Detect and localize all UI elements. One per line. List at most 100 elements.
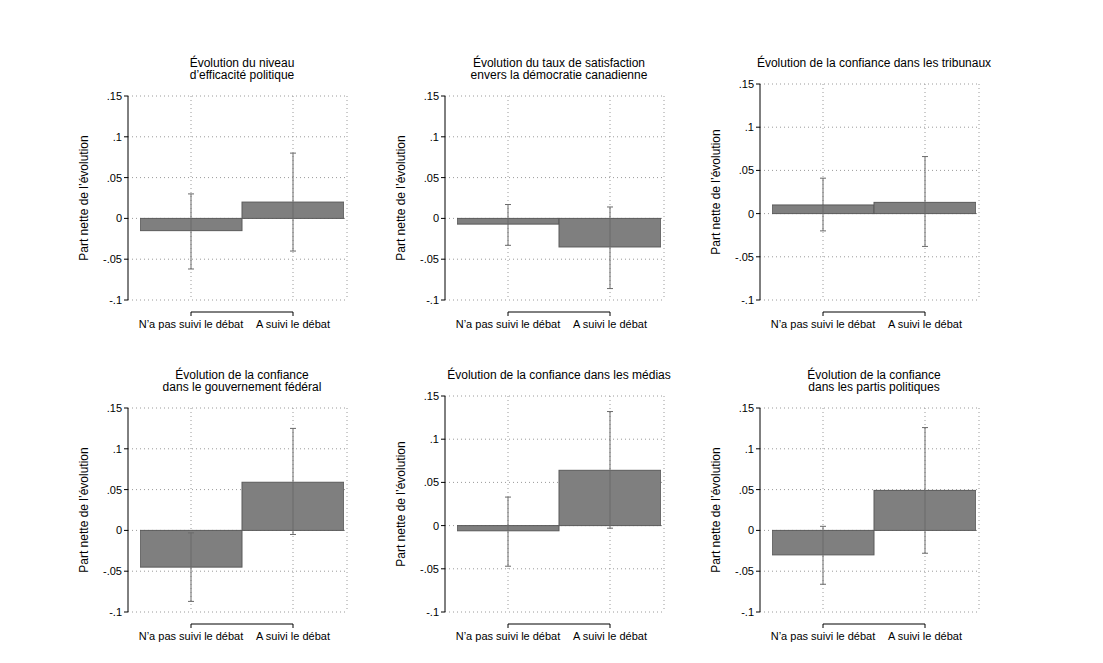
y-tick-label: .05 [424,172,439,184]
error-bar [188,194,194,269]
y-tick [124,177,128,178]
grid-line [445,136,664,137]
grid-line [128,571,347,572]
grid-line [664,396,665,612]
y-tick [441,259,445,260]
x-axis [191,624,293,625]
grid-line [760,448,979,449]
y-axis-label: Part nette de l’évolution [394,135,408,260]
y-tick-label: -.05 [735,251,754,263]
y-tick-label: .15 [739,402,754,414]
error-bar [290,428,296,534]
y-axis-label: Part nette de l’évolution [709,447,723,572]
x-tick-label: N’a pas suivi le débat [456,318,561,330]
x-tick [823,312,824,316]
x-tick-label: A suivi le débat [888,318,962,330]
x-tick-label: N’a pas suivi le débat [456,630,561,642]
y-tick-label: 0 [748,208,754,220]
chart-title: Évolution de la confiance dans les tribu… [757,55,991,70]
y-tick-label: .1 [430,433,439,445]
chart-title: Évolution de la confiancedans les partis… [807,367,941,394]
grid-line [610,96,611,300]
background [0,0,1103,663]
x-tick-label: A suivi le débat [256,630,330,642]
panel: Évolution de la confiancedans le gouvern… [77,367,347,642]
y-tick-label: .1 [745,121,754,133]
x-tick [508,312,509,316]
x-tick-label: N’a pas suivi le débat [139,318,244,330]
grid-line [128,448,347,449]
y-axis-label: Part nette de l’évolution [709,129,723,254]
y-axis [128,96,129,300]
error-bar [820,526,826,584]
y-tick [756,170,760,171]
chart-title: Évolution de la confiance dans les média… [447,367,670,382]
grid-line [925,84,926,300]
chart-figure: Évolution du niveaud’efficacité politiqu… [0,0,1103,663]
grid-line [508,96,509,300]
y-tick-label: .05 [107,172,122,184]
y-axis [760,84,761,300]
y-tick [124,530,128,531]
y-tick [124,612,128,613]
marks [772,428,976,585]
y-tick [441,612,445,613]
y-tick [756,300,760,301]
grid-line [445,96,664,97]
grid-line [925,408,926,612]
y-tick [124,218,128,219]
y-tick-label: .1 [430,131,439,143]
x-tick [191,624,192,628]
grid-line [347,96,348,300]
y-tick-label: -.1 [426,294,439,306]
x-axis [508,624,610,625]
chart-title: Évolution de la confiancedans le gouvern… [163,367,322,394]
y-tick [756,84,760,85]
y-tick [124,96,128,97]
y-tick [441,136,445,137]
x-tick [610,624,611,628]
y-tick [756,489,760,490]
y-tick-label: .05 [739,164,754,176]
grid-line [293,408,294,612]
y-tick-label: .1 [113,443,122,455]
y-tick-label: -.1 [109,606,122,618]
error-bar [922,157,928,247]
y-tick-label: .15 [739,78,754,90]
grid-line [979,408,980,612]
x-tick [191,312,192,316]
y-tick [124,571,128,572]
chart-title: Évolution du niveaud’efficacité politiqu… [190,55,295,82]
x-tick [823,624,824,628]
y-tick [441,177,445,178]
y-tick [441,482,445,483]
grid-line [128,612,347,613]
y-tick-label: -.05 [103,565,122,577]
x-tick-label: A suivi le débat [573,318,647,330]
panel: Évolution de la confiance dans les média… [394,367,671,642]
y-tick-label: -.1 [741,606,754,618]
y-axis [445,396,446,612]
grid-line [823,408,824,612]
error-bar [607,412,613,529]
x-axis [191,312,293,313]
y-axis [760,408,761,612]
x-tick [293,624,294,628]
y-tick-label: 0 [116,524,122,536]
error-bar [820,178,826,231]
grid-line [445,439,664,440]
y-tick-label: .1 [113,131,122,143]
x-axis [508,312,610,313]
y-axis [445,96,446,300]
y-tick-label: 0 [433,520,439,532]
y-axis-label: Part nette de l’évolution [77,447,91,572]
grid-line [128,259,347,260]
y-tick [124,259,128,260]
x-tick-label: N’a pas suivi le débat [771,630,876,642]
grid-line [191,408,192,612]
grid-line [760,170,979,171]
y-tick [124,300,128,301]
x-tick [610,312,611,316]
grid-line [445,568,664,569]
y-tick [124,489,128,490]
